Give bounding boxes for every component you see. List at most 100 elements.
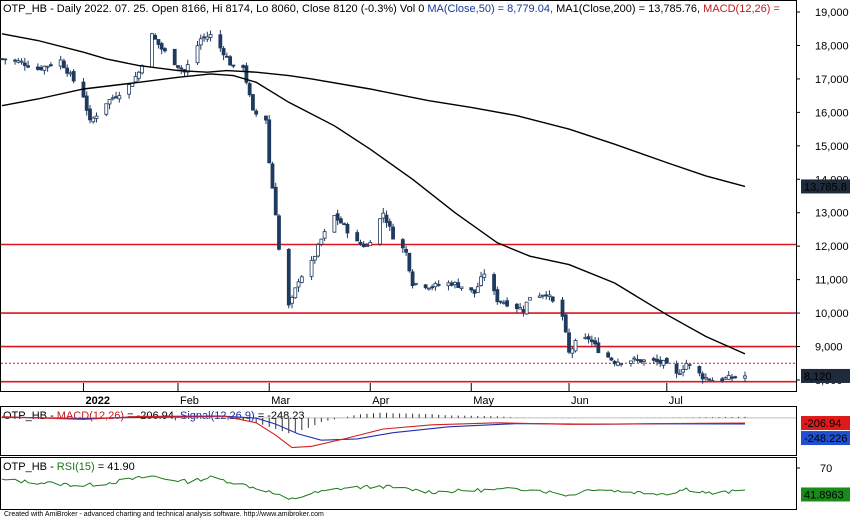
candle-body <box>335 213 340 221</box>
candle <box>501 299 506 305</box>
candle <box>586 333 591 344</box>
candle-body <box>91 117 96 123</box>
candle-body <box>319 238 324 245</box>
x-axis-label: May <box>473 395 494 407</box>
candle-body <box>133 76 138 83</box>
candle <box>361 241 366 248</box>
candle <box>505 297 510 308</box>
candle-body <box>381 212 386 219</box>
candle-body <box>127 84 131 95</box>
candle <box>733 375 738 379</box>
candle <box>244 62 249 85</box>
y-axis-label: 10,000 <box>815 308 849 320</box>
candle <box>312 255 317 264</box>
candle <box>433 281 438 291</box>
candle <box>596 337 601 354</box>
candle <box>697 365 702 377</box>
ma200-value-badge-bg <box>801 179 850 194</box>
candle <box>391 223 395 240</box>
candle-body <box>629 360 633 364</box>
candle-body <box>345 223 350 234</box>
candle-body <box>505 300 510 307</box>
candle-body <box>446 282 451 287</box>
candle <box>319 238 324 247</box>
candle <box>42 65 47 75</box>
candle-body <box>221 48 226 56</box>
ma200-value-badge: 13,785.8 <box>801 179 850 194</box>
candle-body <box>26 65 30 68</box>
candle <box>407 252 412 273</box>
candle <box>62 58 66 69</box>
candle <box>528 297 532 301</box>
candle <box>541 294 545 299</box>
candle-body <box>655 358 659 363</box>
candle-body <box>3 58 8 61</box>
y-axis-label: 19,000 <box>815 7 849 19</box>
candle-body <box>632 357 637 360</box>
candle-body <box>720 378 725 382</box>
candle <box>703 373 708 381</box>
signal-value-badge-text: -248.226 <box>804 433 847 445</box>
candle-body <box>501 302 506 305</box>
candle-body <box>664 358 669 364</box>
candle-body <box>176 65 180 68</box>
candle-body <box>114 96 118 99</box>
candle-body <box>524 301 529 315</box>
candle-body <box>537 295 542 298</box>
pane-frames <box>0 0 797 510</box>
candle-body <box>687 364 692 366</box>
candle-body <box>312 256 317 261</box>
candle <box>182 68 187 77</box>
candle <box>231 64 236 69</box>
candle-body <box>433 283 438 288</box>
candle <box>544 291 549 300</box>
candle <box>567 328 571 354</box>
candle <box>316 242 321 258</box>
candle <box>638 359 643 363</box>
candle-body <box>583 337 588 339</box>
candle-body <box>342 223 347 226</box>
candle <box>629 360 633 367</box>
candle <box>133 71 138 83</box>
candle <box>632 355 637 362</box>
candle <box>410 269 415 289</box>
candle-body <box>62 60 66 69</box>
candle-body <box>514 303 519 310</box>
candle <box>309 256 314 281</box>
candle-body <box>58 59 63 67</box>
rsi-axis-label: 70 <box>820 463 832 475</box>
candle <box>619 362 624 367</box>
candle-body <box>316 244 321 257</box>
candle <box>221 46 226 61</box>
candle <box>365 243 369 248</box>
candle-body <box>570 348 575 354</box>
candle-body <box>472 289 477 294</box>
candle <box>475 282 480 293</box>
candle-body <box>423 284 428 289</box>
candle-body <box>661 359 666 366</box>
candle-body <box>309 259 314 277</box>
candle <box>521 305 526 317</box>
candle-body <box>195 45 200 64</box>
candle <box>273 182 278 216</box>
candle-body <box>589 339 594 343</box>
candle-body <box>459 286 464 289</box>
candle-body <box>528 297 532 301</box>
candle-body <box>339 218 343 224</box>
candle <box>482 269 487 281</box>
candle <box>65 64 70 77</box>
candle <box>247 81 252 98</box>
candle-body <box>743 375 747 379</box>
candle-body <box>358 241 363 245</box>
candle-body <box>407 252 412 272</box>
candle-body <box>426 287 431 290</box>
ma200-line <box>1 33 746 188</box>
candle <box>218 30 223 52</box>
candle <box>413 282 418 286</box>
candle <box>16 58 21 64</box>
candle-body <box>65 67 70 74</box>
rsi-value-badge: 41.8963 <box>801 487 850 502</box>
candle-body <box>384 214 389 223</box>
candle <box>110 94 115 101</box>
